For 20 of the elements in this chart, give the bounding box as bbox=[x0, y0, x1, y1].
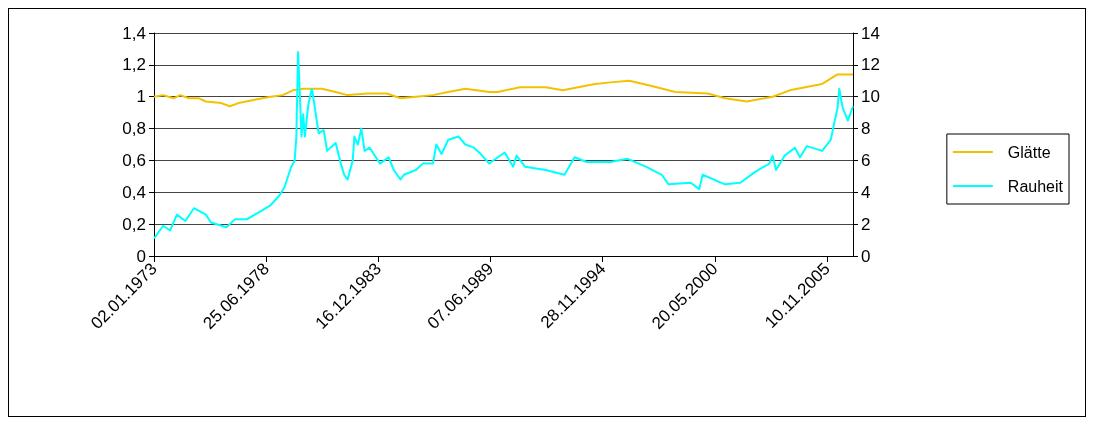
y-tick-label: 1,2 bbox=[122, 55, 146, 75]
y-tick-label: 0,2 bbox=[122, 214, 146, 234]
y2-tick-label: 8 bbox=[861, 119, 871, 139]
y-tick-label: 1 bbox=[136, 87, 146, 107]
y2-tick-label: 12 bbox=[861, 55, 880, 75]
y2-tick-label: 14 bbox=[861, 23, 880, 43]
line-series bbox=[153, 51, 854, 240]
y2-tick-label: 2 bbox=[861, 214, 871, 234]
y-tick-label: 1,4 bbox=[122, 23, 146, 43]
line-series bbox=[153, 73, 854, 108]
y2-tick-label: 6 bbox=[861, 150, 871, 170]
legend-label: Glätte bbox=[1007, 143, 1051, 161]
y2-tick-label: 0 bbox=[861, 246, 871, 266]
y-tick-label: 0,4 bbox=[122, 182, 146, 202]
y2-tick-label: 10 bbox=[861, 87, 880, 107]
y-tick-label: 0 bbox=[136, 246, 146, 266]
legend-label: Rauheit bbox=[1007, 177, 1064, 195]
y-tick-label: 0,8 bbox=[122, 119, 146, 139]
y-tick-label: 0,6 bbox=[122, 150, 146, 170]
y2-tick-label: 4 bbox=[861, 182, 871, 202]
